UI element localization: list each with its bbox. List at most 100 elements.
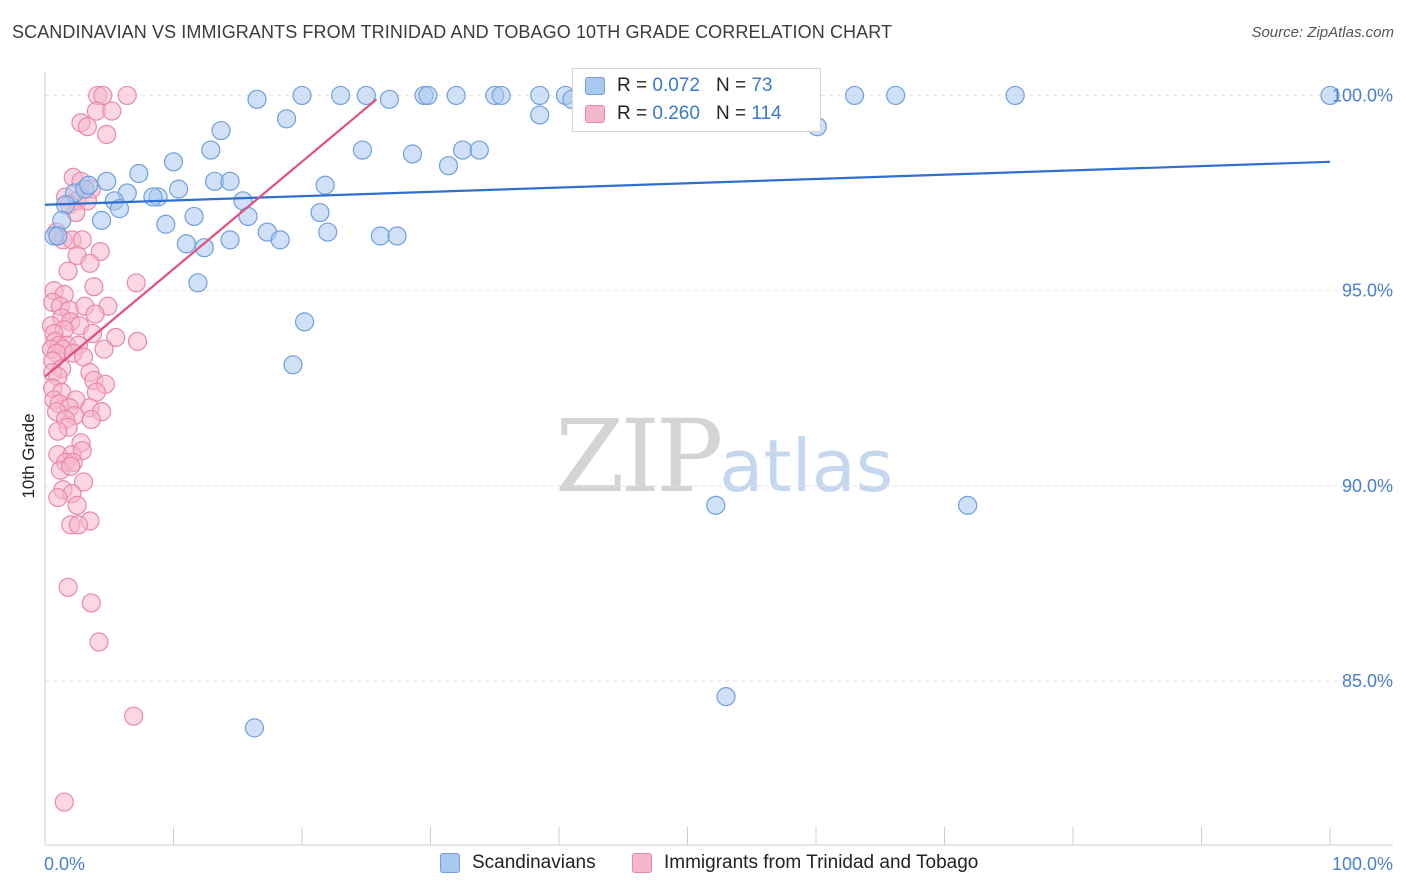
watermark-atlas: atlas (719, 424, 894, 508)
data-point (77, 117, 98, 137)
data-point (402, 144, 423, 164)
data-point (117, 85, 137, 106)
watermark-zip: ZIP (555, 398, 723, 515)
data-point (247, 89, 267, 109)
y-axis-label: 10th Grade (19, 413, 38, 498)
data-point (310, 202, 330, 223)
y-tick-label: 90.0% (1342, 476, 1393, 496)
data-point (188, 273, 208, 293)
series-legend: Scandinavians Immigrants from Trinidad a… (0, 852, 1406, 878)
blue-swatch (585, 77, 605, 95)
data-point (80, 253, 100, 273)
data-point (184, 206, 204, 227)
data-point (276, 109, 297, 129)
data-point (418, 85, 438, 106)
series-scandinavians (44, 85, 1340, 738)
data-point (244, 718, 265, 738)
data-point (81, 409, 101, 430)
trend-line-immigrants (44, 98, 378, 378)
data-point (61, 456, 81, 476)
legend-r-value: 0.072 (652, 75, 700, 96)
data-point (68, 515, 89, 535)
data-point (94, 339, 114, 359)
source-label: Source: ZipAtlas.com (1251, 24, 1394, 41)
data-point (176, 234, 196, 254)
data-point (283, 355, 303, 375)
correlation-legend: R = 0.072 N = 73 R = 0.260 N = 114 (572, 68, 821, 132)
data-point (318, 222, 338, 242)
data-point (706, 495, 726, 515)
data-point (194, 238, 214, 258)
data-point (238, 206, 258, 227)
data-point (82, 323, 103, 344)
legend-r-label: R = (617, 103, 648, 124)
pink-swatch (632, 853, 652, 873)
data-point (48, 226, 68, 246)
data-point (352, 140, 372, 160)
legend-label: Immigrants from Trinidad and Tobago (664, 852, 979, 873)
axes (44, 72, 1393, 846)
legend-n-value: 73 (751, 75, 773, 96)
data-point (270, 230, 290, 250)
pink-swatch (585, 105, 605, 123)
data-point (156, 214, 176, 234)
data-point (127, 331, 148, 351)
data-point (379, 89, 399, 109)
data-point (886, 85, 906, 106)
legend-r-value: 0.260 (652, 103, 700, 124)
data-point (220, 230, 240, 250)
legend-label: Scandinavians (472, 852, 596, 873)
data-point (73, 472, 94, 492)
data-point (48, 421, 68, 441)
data-point (530, 105, 550, 125)
legend-n-label: N = (715, 75, 747, 96)
data-point (109, 199, 130, 219)
data-point (292, 85, 312, 106)
y-tick-label: 100.0% (1332, 85, 1393, 105)
data-point (438, 156, 459, 176)
legend-row-scandinavians: R = 0.072 N = 73 (585, 74, 772, 98)
data-point (453, 140, 473, 160)
data-point (48, 487, 68, 508)
data-point (201, 140, 221, 160)
data-point (530, 85, 550, 106)
data-point (330, 85, 351, 106)
data-point (84, 277, 104, 297)
data-point (85, 304, 105, 324)
data-point (220, 171, 240, 191)
data-point (491, 85, 511, 106)
legend-item-scandinavians[interactable]: Scandinavians (440, 852, 596, 874)
data-point (106, 327, 126, 348)
data-point (97, 124, 117, 145)
data-point (370, 226, 390, 246)
data-point (387, 226, 407, 246)
tick-labels: 100.0% 95.0% 90.0% 85.0% 0.0% 100.0% (44, 85, 1393, 874)
data-point (102, 101, 122, 121)
data-point (211, 120, 231, 141)
data-point (91, 210, 112, 230)
data-point (97, 171, 117, 191)
x-tick-label: 0.0% (44, 854, 85, 874)
data-point (126, 273, 146, 293)
data-point (446, 85, 466, 106)
data-point (124, 706, 144, 726)
legend-item-immigrants[interactable]: Immigrants from Trinidad and Tobago (632, 852, 978, 874)
data-point (469, 140, 489, 160)
trend-lines (44, 98, 1331, 378)
x-tick-label: 100.0% (1332, 854, 1393, 874)
data-point (54, 792, 74, 812)
data-point (81, 593, 101, 613)
data-point (1320, 85, 1340, 106)
data-point (315, 175, 335, 195)
data-point (58, 577, 78, 597)
y-tick-label: 95.0% (1342, 281, 1393, 301)
data-point (79, 175, 99, 195)
data-point (143, 187, 163, 207)
data-point (58, 261, 78, 281)
legend-row-immigrants: R = 0.260 N = 114 (585, 102, 782, 126)
watermark: ZIPatlas (555, 398, 893, 515)
data-point (716, 687, 736, 707)
data-point (89, 632, 109, 652)
data-point (356, 85, 376, 106)
